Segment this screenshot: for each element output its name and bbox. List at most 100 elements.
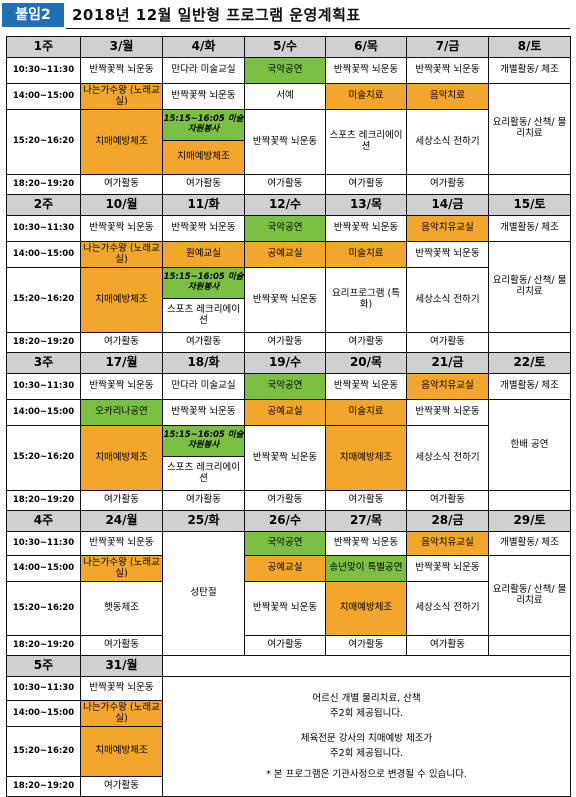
program-cell: 반짝꽃짝 뇌운동 bbox=[80, 57, 163, 84]
program-cell: 요리프로그램 (특화) bbox=[325, 267, 407, 333]
program-cell: 세상소식 전하기 bbox=[406, 425, 489, 491]
day-label: 29/토 bbox=[488, 510, 571, 532]
time-row: 10:30~11:30 반짝꽃짝 뇌운동 성탄절 국악공연 반짝꽃짝 뇌운동 음… bbox=[6, 531, 571, 656]
time-label: 14:00~15:00 bbox=[6, 555, 81, 582]
day-label: 8/토 bbox=[488, 36, 571, 58]
program-cell: 반짝꽃짝 뇌운동 bbox=[80, 531, 163, 556]
program-cell: 여가활동 bbox=[80, 332, 163, 353]
program-cell: 요리활동/ 산책/ 물리치료 bbox=[488, 555, 571, 636]
time-row: 18:20~19:20 여가활동 여가활동 여가활동 여가활동 여가활동 bbox=[6, 490, 571, 511]
time-row: 18:20~19:20 여가활동 여가활동 여가활동 여가활동 여가활동 bbox=[6, 174, 571, 195]
program-cell: 개별활동/ 체조 bbox=[488, 215, 571, 242]
time-label: 10:30~11:30 bbox=[6, 57, 81, 84]
day-label: 3/월 bbox=[80, 36, 163, 58]
time-label: 14:00~15:00 bbox=[6, 83, 81, 110]
program-cell: 스포츠 레크리에이션 bbox=[167, 303, 240, 326]
week-label: 3주 bbox=[6, 352, 81, 374]
time-row: 14:00~15:00 오카리나공연 반짝꽃짝 뇌운동 공예교실 미술치료 반짝… bbox=[6, 399, 571, 491]
program-cell: 여가활동 bbox=[325, 174, 407, 195]
program-cell: 반짝꽃짝 뇌운동 bbox=[244, 109, 326, 175]
program-cell: 국악공연 bbox=[244, 57, 326, 84]
week-header-row: 4주 24/월 25/화 26/수 27/목 28/금 29/토 bbox=[6, 510, 571, 532]
program-cell: 여가활동 bbox=[244, 332, 326, 353]
program-cell: 여가활동 bbox=[162, 332, 245, 353]
time-row: 15:20~16:20 치매예방체조 bbox=[6, 726, 571, 777]
title-underline bbox=[66, 28, 570, 29]
day-label: 20/목 bbox=[325, 352, 407, 374]
time-row: 10:30~11:30 반짝꽃짝 뇌운동 만다라 미술교실 국악공연 반짝꽃짝 … bbox=[6, 373, 571, 400]
empty-cell bbox=[406, 655, 489, 677]
program-cell: 반짝꽃짝 뇌운동 bbox=[244, 425, 326, 491]
day-label: 13/목 bbox=[325, 194, 407, 216]
program-cell: 개별활동/ 체조 bbox=[488, 531, 571, 556]
day-label: 21/금 bbox=[406, 352, 489, 374]
note-line: * 본 프로그램은 기관사정으로 변경될 수 있습니다. bbox=[266, 769, 467, 781]
program-cell: 공예교실 bbox=[244, 241, 326, 268]
program-cell: 반짝꽃짝 뇌운동 bbox=[325, 373, 407, 400]
program-cell: 오카리나공연 bbox=[80, 399, 163, 426]
empty-cell bbox=[244, 655, 326, 677]
program-cell: 세상소식 전하기 bbox=[406, 581, 489, 636]
program-cell: 치매예방체조 bbox=[80, 267, 163, 333]
time-label: 18:20~19:20 bbox=[6, 174, 81, 195]
program-cell: 치매예방체조 bbox=[163, 141, 244, 174]
time-label: 18:20~19:20 bbox=[6, 332, 81, 353]
day-label: 27/목 bbox=[325, 510, 407, 532]
program-cell: 반짝꽃짝 뇌운동 bbox=[406, 57, 489, 84]
note-line: 체육전문 강사의 치매예방 체조가 bbox=[300, 732, 433, 744]
day-label: 28/금 bbox=[406, 510, 489, 532]
program-cell: 반짝꽃짝 뇌운동 bbox=[80, 215, 163, 242]
program-cell: 반짝꽃짝 뇌운동 bbox=[162, 215, 245, 242]
week-label: 1주 bbox=[6, 36, 81, 58]
empty-cell bbox=[325, 655, 407, 677]
schedule-table: 1주 3/월 4/화 5/수 6/목 7/금 8/토 10:30~11:30 반… bbox=[6, 36, 571, 797]
attachment-badge: 붙임2 bbox=[2, 3, 64, 27]
program-cell: 반짝꽃짝 뇌운동 bbox=[244, 267, 326, 333]
program-cell: 음악치유교실 bbox=[406, 531, 489, 556]
program-cell-split: 15:15~16:05 미술자원봉사 스포츠 레크리에이션 bbox=[162, 267, 245, 333]
program-cell: 여가활동 bbox=[80, 635, 163, 656]
week-header-row: 5주 31/월 bbox=[6, 655, 571, 677]
program-cell: 서예 bbox=[244, 83, 326, 110]
day-label: 4/화 bbox=[162, 36, 245, 58]
week-header-row: 1주 3/월 4/화 5/수 6/목 7/금 8/토 bbox=[6, 36, 571, 58]
time-row: 14:00~15:00 나는가수왕 (노래교실) 공예교실 송년맞이 특별공연 … bbox=[6, 555, 571, 636]
time-label: 15:20~16:20 bbox=[6, 581, 81, 636]
day-label: 25/화 bbox=[162, 510, 245, 532]
program-cell: 요리활동/ 산책/ 물리치료 bbox=[488, 241, 571, 333]
program-cell: 요리활동/ 산책/ 물리치료 bbox=[488, 83, 571, 175]
time-label: 15:20~16:20 bbox=[6, 109, 81, 175]
time-row: 10:30~11:30 반짝꽃짝 뇌운동 어르신 개별 물리치료, 산책 주2회… bbox=[6, 676, 571, 797]
day-label: 26/수 bbox=[244, 510, 326, 532]
program-cell: 여가활동 bbox=[406, 635, 489, 656]
program-cell: 여가활동 bbox=[406, 332, 489, 353]
time-row: 15:20~16:20 치매예방체조 15:15~16:05 미술자원봉사 치매… bbox=[6, 109, 571, 175]
program-cell: 반짝꽃짝 뇌운동 bbox=[406, 555, 489, 582]
time-label: 15:20~16:20 bbox=[6, 425, 81, 491]
day-label: 18/화 bbox=[162, 352, 245, 374]
time-label: 10:30~11:30 bbox=[6, 373, 81, 400]
program-cell: 여가활동 bbox=[244, 635, 326, 656]
time-label: 15:20~16:20 bbox=[6, 267, 81, 333]
program-cell: 스포츠 레크리에이션 bbox=[325, 109, 407, 175]
program-cell: 원예교실 bbox=[162, 241, 245, 268]
time-label: 10:30~11:30 bbox=[6, 676, 81, 701]
time-label: 14:00~15:00 bbox=[6, 241, 81, 268]
time-label: 10:30~11:30 bbox=[6, 531, 81, 556]
program-cell: 치매예방체조 bbox=[80, 109, 163, 175]
time-label: 15:20~16:20 bbox=[6, 726, 81, 777]
program-cell: 반짝꽃짝 뇌운동 bbox=[325, 57, 407, 84]
day-label: 24/월 bbox=[80, 510, 163, 532]
program-cell: 15:15~16:05 미술자원봉사 bbox=[163, 110, 244, 141]
note-line: 주2회 제공됩니다. bbox=[329, 748, 404, 760]
day-label: 22/토 bbox=[488, 352, 571, 374]
program-cell-split: 15:15~16:05 미술자원봉사 스포츠 레크리에이션 bbox=[162, 425, 245, 491]
program-cell-split: 15:15~16:05 미술자원봉사 치매예방체조 bbox=[162, 109, 245, 175]
program-cell: 치매예방체조 bbox=[80, 726, 163, 777]
notes-cell: 어르신 개별 물리치료, 산책 주2회 제공됩니다. 체육전문 강사의 치매예방… bbox=[162, 676, 571, 797]
time-row: 14:00~15:00 나는가수왕 (노래교실) bbox=[6, 700, 571, 727]
program-cell: 여가활동 bbox=[325, 332, 407, 353]
program-cell: 국악공연 bbox=[244, 215, 326, 242]
time-label: 10:30~11:30 bbox=[6, 215, 81, 242]
program-cell: 국악공연 bbox=[244, 531, 326, 556]
